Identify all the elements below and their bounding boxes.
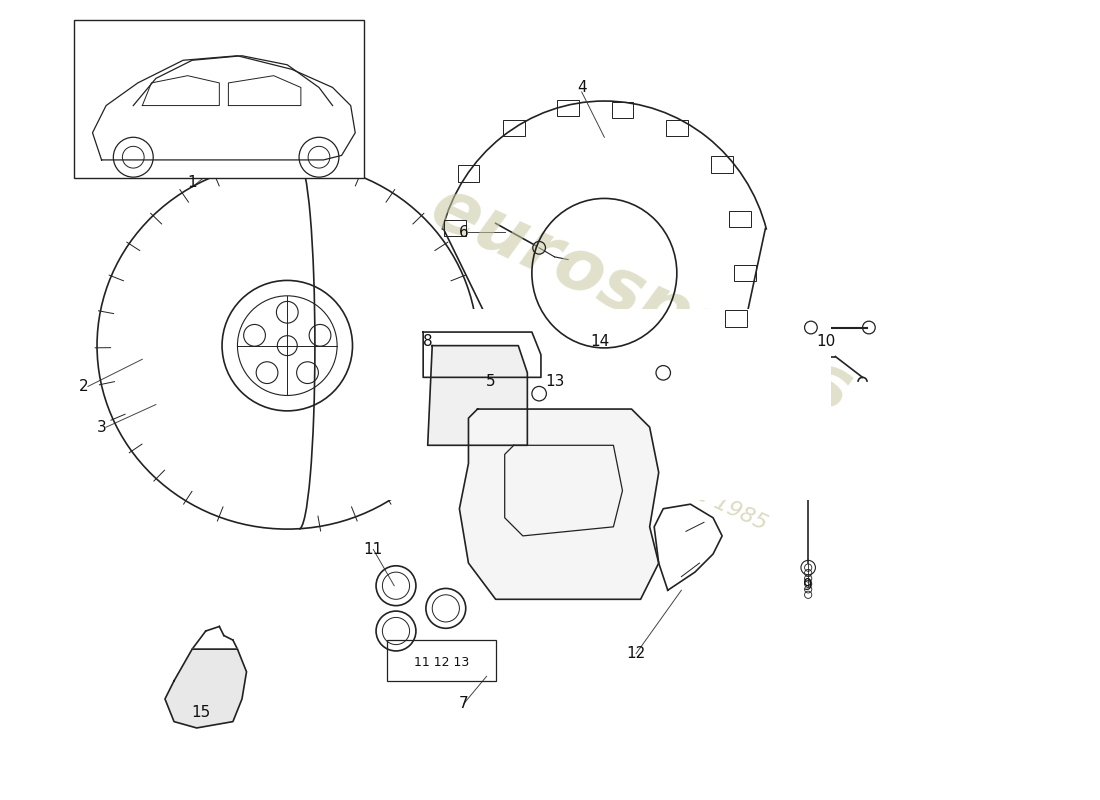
Bar xyxy=(712,156,733,173)
Text: 11 12 13: 11 12 13 xyxy=(414,656,469,670)
Text: 15: 15 xyxy=(191,705,211,720)
Text: 6: 6 xyxy=(459,225,469,240)
Text: 4: 4 xyxy=(576,80,586,95)
Text: 5: 5 xyxy=(486,374,496,390)
Bar xyxy=(734,265,756,282)
Text: 14: 14 xyxy=(591,334,609,349)
Text: 10: 10 xyxy=(816,334,836,349)
Polygon shape xyxy=(165,649,246,728)
Bar xyxy=(612,102,634,118)
Text: 2: 2 xyxy=(78,379,88,394)
Bar xyxy=(729,210,751,227)
Text: 12: 12 xyxy=(626,646,646,661)
Bar xyxy=(503,120,525,136)
FancyBboxPatch shape xyxy=(378,310,830,500)
Polygon shape xyxy=(428,346,527,446)
Text: 3: 3 xyxy=(97,420,107,434)
Polygon shape xyxy=(460,409,659,599)
Text: 8: 8 xyxy=(422,334,432,349)
Bar xyxy=(444,220,465,236)
Bar xyxy=(558,100,579,117)
Text: eurospares: eurospares xyxy=(419,173,862,428)
Text: 9: 9 xyxy=(803,578,813,594)
Text: 1: 1 xyxy=(187,175,197,190)
Text: 11: 11 xyxy=(364,542,383,557)
Bar xyxy=(666,120,688,136)
Text: 13: 13 xyxy=(544,374,564,390)
Text: 7: 7 xyxy=(459,696,469,711)
Text: a passion for parts since 1985: a passion for parts since 1985 xyxy=(456,374,770,534)
Bar xyxy=(458,166,480,182)
FancyBboxPatch shape xyxy=(75,19,364,178)
Bar xyxy=(725,310,747,326)
